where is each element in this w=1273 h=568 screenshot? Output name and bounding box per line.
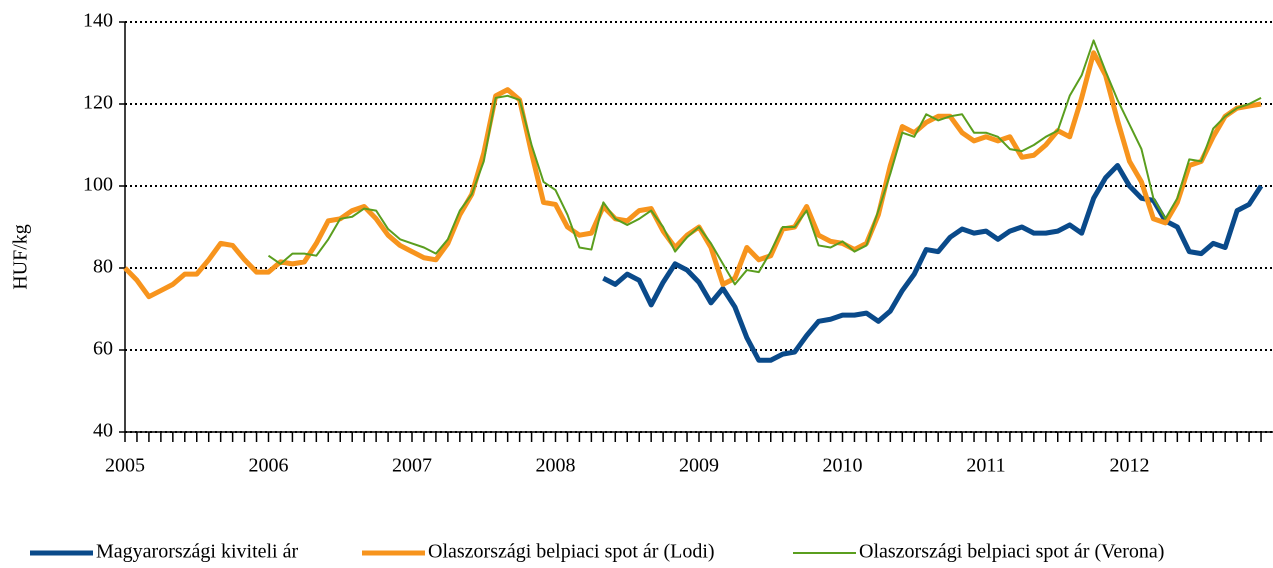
line-series [267,39,1262,286]
x-tick-label: 2008 [536,455,576,477]
x-tick-label: 2010 [823,455,863,477]
legend-label: Magyarországi kiviteli ár [96,541,298,563]
x-tick-label: 2006 [249,455,289,477]
legend-label: Olaszországi belpiaci spot ár (Lodi) [428,541,715,563]
line-series [123,50,1262,300]
y-tick-label: 100 [83,174,113,196]
x-tick-label: 2005 [105,455,145,477]
y-tick-label: 140 [83,10,113,32]
y-tick-label: 40 [93,420,113,442]
y-tick-label: 80 [93,256,113,278]
x-tick-label: 2007 [392,455,432,477]
y-tick-label: 120 [83,92,113,114]
y-tick-label: 60 [93,338,113,360]
legend-label: Olaszországi belpiaci spot ár (Verona) [859,541,1164,563]
x-tick-label: 2012 [1110,455,1150,477]
y-axis-label: HUF/kg [10,224,32,290]
x-tick-label: 2011 [966,455,1005,477]
x-tick-label: 2009 [679,455,719,477]
line-series [602,163,1264,363]
